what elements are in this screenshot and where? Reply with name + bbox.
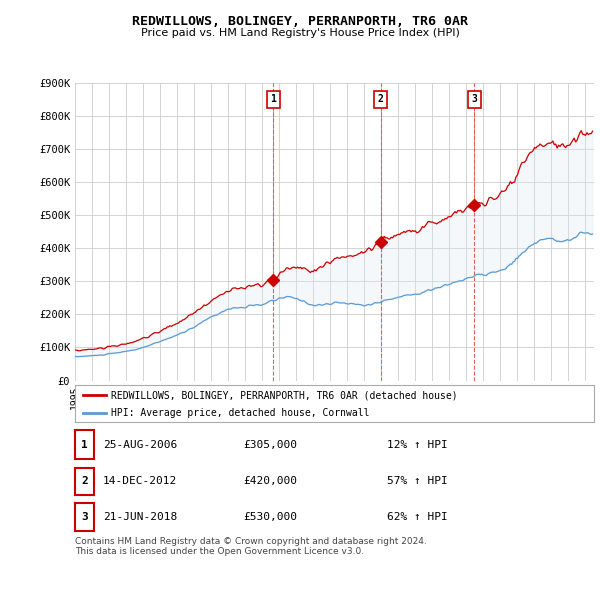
Text: 1: 1 <box>81 440 88 450</box>
Text: 12% ↑ HPI: 12% ↑ HPI <box>387 440 448 450</box>
Text: 25-AUG-2006: 25-AUG-2006 <box>103 440 178 450</box>
Text: 21-JUN-2018: 21-JUN-2018 <box>103 512 178 522</box>
Text: 14-DEC-2012: 14-DEC-2012 <box>103 477 178 486</box>
Text: Contains HM Land Registry data © Crown copyright and database right 2024.
This d: Contains HM Land Registry data © Crown c… <box>75 537 427 556</box>
Text: 2: 2 <box>377 94 383 104</box>
Text: £305,000: £305,000 <box>243 440 297 450</box>
Text: £420,000: £420,000 <box>243 477 297 486</box>
Text: 57% ↑ HPI: 57% ↑ HPI <box>387 477 448 486</box>
Text: 3: 3 <box>81 512 88 522</box>
Text: 1: 1 <box>271 94 276 104</box>
Text: REDWILLOWS, BOLINGEY, PERRANPORTH, TR6 0AR: REDWILLOWS, BOLINGEY, PERRANPORTH, TR6 0… <box>132 15 468 28</box>
Text: 2: 2 <box>81 477 88 486</box>
Text: £530,000: £530,000 <box>243 512 297 522</box>
Text: 3: 3 <box>472 94 478 104</box>
Text: 62% ↑ HPI: 62% ↑ HPI <box>387 512 448 522</box>
Text: Price paid vs. HM Land Registry's House Price Index (HPI): Price paid vs. HM Land Registry's House … <box>140 28 460 38</box>
Text: REDWILLOWS, BOLINGEY, PERRANPORTH, TR6 0AR (detached house): REDWILLOWS, BOLINGEY, PERRANPORTH, TR6 0… <box>112 390 458 400</box>
Text: HPI: Average price, detached house, Cornwall: HPI: Average price, detached house, Corn… <box>112 408 370 418</box>
